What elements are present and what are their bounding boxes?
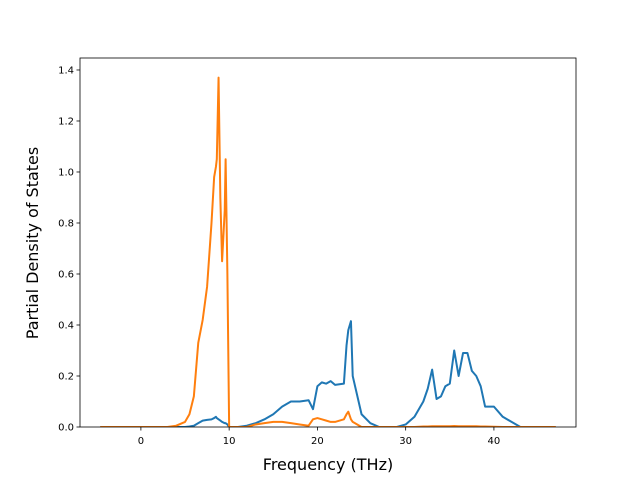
y-tick-label: 0.4	[58, 320, 74, 331]
y-tick-label: 0.8	[58, 218, 74, 229]
data-line	[100, 76, 556, 427]
y-tick-label: 1.0	[58, 167, 74, 178]
y-tick-label: 0.0	[58, 423, 74, 434]
x-tick-label: 0	[138, 436, 144, 447]
y-axis-label: Partial Density of States	[23, 147, 42, 339]
x-tick-label: 10	[223, 436, 236, 447]
y-tick-label: 0.2	[58, 371, 74, 382]
plot-frame	[79, 57, 577, 428]
x-axis-label: Frequency (THz)	[263, 455, 393, 474]
y-tick-label: 1.4	[58, 65, 74, 76]
data-line	[100, 320, 556, 427]
y-tick-label: 1.2	[58, 116, 74, 127]
x-tick-label: 30	[399, 436, 412, 447]
x-tick-label: 20	[311, 436, 324, 447]
y-tick-label: 0.6	[58, 269, 74, 280]
x-tick-label: 40	[488, 436, 501, 447]
